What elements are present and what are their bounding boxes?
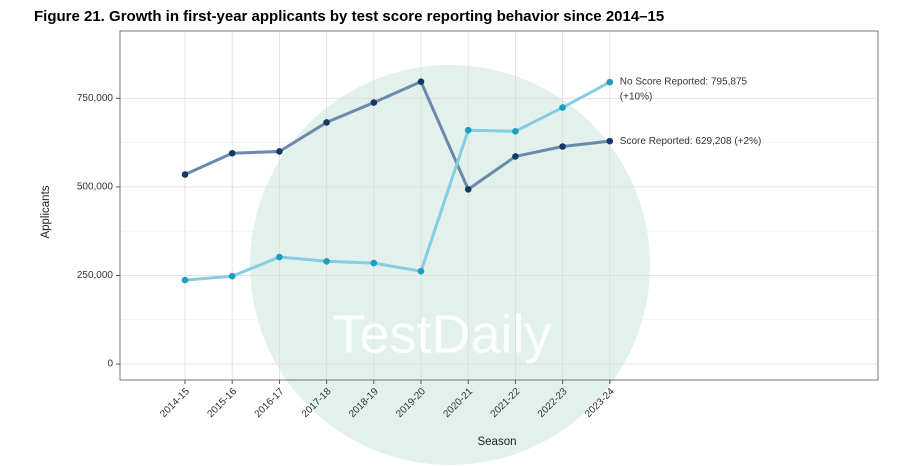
y-tick-label: 750,000 — [77, 93, 114, 104]
y-tick-label: 0 — [107, 359, 113, 370]
annotation: (+10%) — [620, 92, 653, 103]
data-point — [370, 259, 378, 267]
data-point — [559, 104, 566, 111]
data-point — [417, 267, 425, 275]
x-tick-label: 2014-15 — [158, 386, 192, 420]
x-axis-title: Season — [477, 436, 516, 448]
data-point — [417, 78, 425, 85]
series-line — [184, 80, 611, 282]
data-point — [606, 78, 614, 86]
annotation: Score Reported: 629,208 (+2%) — [620, 136, 761, 147]
chart-title: Figure 21. Growth in first-year applican… — [34, 8, 664, 25]
y-tick-label: 250,000 — [77, 270, 114, 281]
x-tick-label: 2016-17 — [253, 386, 287, 420]
data-point — [181, 171, 189, 178]
data-point — [276, 148, 283, 155]
watermark-circle — [250, 65, 650, 465]
data-point — [512, 153, 519, 160]
data-point — [228, 149, 236, 157]
x-tick-label: 2015-16 — [205, 386, 239, 420]
data-point — [464, 186, 472, 193]
data-point — [323, 258, 330, 265]
data-point — [606, 137, 614, 145]
y-tick-label: 500,000 — [77, 182, 114, 193]
series-line — [184, 80, 610, 191]
data-point — [464, 126, 472, 134]
data-point — [559, 143, 566, 150]
data-point — [228, 272, 236, 280]
plot-frame — [119, 30, 879, 381]
watermark: TestDaily — [332, 304, 551, 364]
data-point — [181, 276, 189, 284]
data-point — [370, 99, 378, 106]
y-axis-title: Applicants — [40, 185, 52, 238]
data-point — [323, 119, 330, 126]
data-point — [512, 127, 519, 135]
annotation: No Score Reported: 795,875 — [620, 77, 748, 88]
data-point — [276, 253, 283, 261]
